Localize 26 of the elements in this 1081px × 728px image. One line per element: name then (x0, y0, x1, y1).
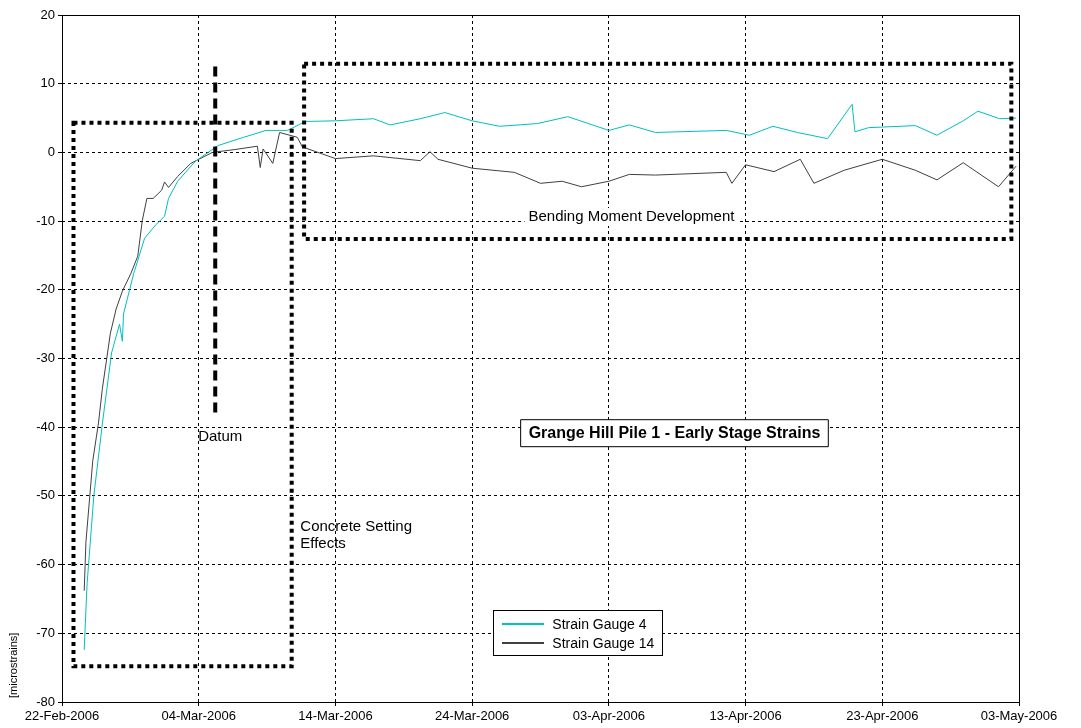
legend-label: Strain Gauge 4 (552, 615, 647, 632)
x-tick-label: 23-Apr-2006 (846, 708, 919, 724)
text: Grange Hill Pile 1 - Early Stage Strains (528, 424, 821, 442)
y-tick-label: -40 (36, 418, 55, 434)
y-tick-label: -20 (36, 281, 55, 297)
annotation: Bending Moment Development (528, 207, 736, 225)
y-tick-label: -10 (36, 212, 55, 228)
x-tick-label: 03-Apr-2006 (572, 708, 645, 724)
y-tick-label: 0 (47, 143, 55, 159)
y-axis-title: [microstrains] (7, 632, 20, 698)
y-tick-label: -60 (36, 556, 55, 572)
annotation: Concrete Setting Effects (300, 516, 413, 551)
x-tick-label: 03-May-2006 (980, 708, 1058, 724)
y-tick-label: 10 (40, 75, 55, 91)
x-tick-label: 24-Mar-2006 (434, 708, 510, 724)
legend-label: Strain Gauge 14 (552, 634, 655, 651)
x-tick-label: 04-Mar-2006 (161, 708, 236, 724)
ref-line-label: Datum (198, 426, 243, 444)
y-tick-label: -30 (36, 350, 55, 366)
y-tick-label: 20 (40, 6, 55, 22)
y-tick-label: -50 (36, 487, 55, 503)
x-tick-label: 22-Feb-2006 (24, 708, 100, 724)
y-tick-label: -70 (36, 624, 55, 640)
x-tick-label: 13-Apr-2006 (709, 708, 782, 724)
x-tick-label: 14-Mar-2006 (298, 708, 373, 724)
y-tick-label: -80 (36, 693, 55, 709)
